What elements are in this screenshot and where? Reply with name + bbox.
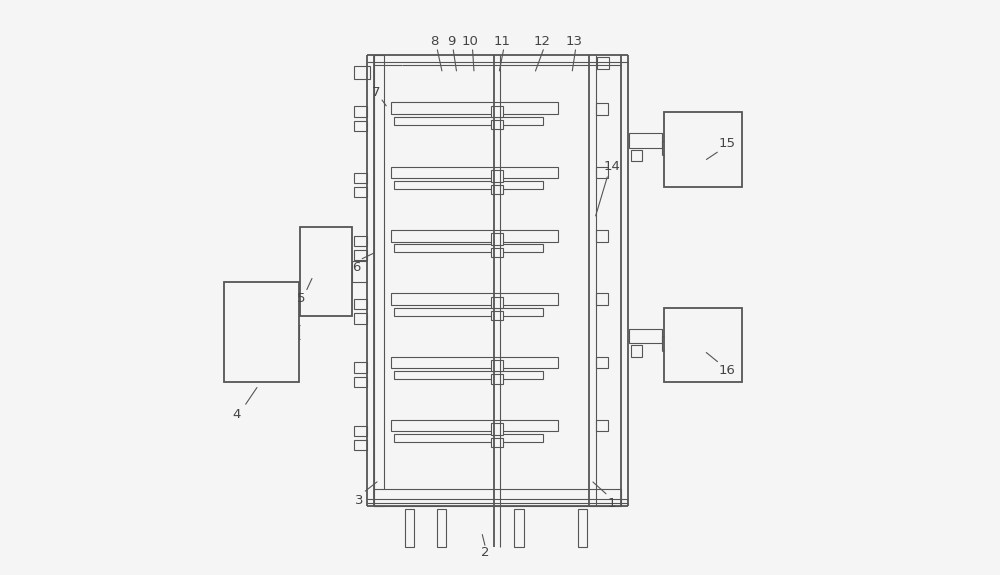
Bar: [391, 420, 558, 431]
Bar: [391, 230, 558, 241]
Bar: [631, 150, 642, 161]
Text: 15: 15: [719, 137, 736, 150]
Bar: [491, 106, 503, 117]
Bar: [394, 434, 543, 442]
Bar: [491, 170, 503, 182]
Text: 13: 13: [565, 35, 582, 48]
Bar: [394, 371, 543, 379]
Bar: [596, 104, 608, 115]
Bar: [491, 438, 503, 447]
Bar: [394, 244, 543, 252]
Bar: [491, 248, 503, 257]
Bar: [597, 58, 609, 69]
Bar: [354, 426, 367, 436]
Bar: [491, 360, 503, 371]
Text: 5: 5: [297, 293, 306, 305]
Text: 9: 9: [447, 35, 455, 48]
Bar: [354, 172, 367, 183]
Text: 8: 8: [430, 35, 438, 48]
Bar: [354, 106, 367, 117]
Text: 12: 12: [533, 35, 550, 48]
Text: 1: 1: [608, 497, 616, 509]
Text: 10: 10: [462, 35, 479, 48]
Text: 14: 14: [604, 160, 621, 173]
Bar: [514, 509, 524, 547]
Bar: [596, 420, 608, 431]
Bar: [405, 509, 414, 547]
Bar: [300, 227, 352, 316]
Bar: [224, 282, 299, 382]
Bar: [354, 236, 367, 246]
Bar: [354, 299, 367, 309]
Bar: [391, 356, 558, 368]
Bar: [491, 311, 503, 320]
Bar: [354, 362, 367, 373]
Text: 4: 4: [232, 408, 241, 420]
Bar: [354, 440, 367, 450]
Bar: [394, 308, 543, 316]
Text: 11: 11: [493, 35, 510, 48]
Text: 6: 6: [352, 261, 360, 274]
Text: 7: 7: [372, 86, 381, 98]
Text: 16: 16: [719, 365, 736, 377]
Bar: [354, 250, 367, 260]
Bar: [491, 185, 503, 194]
Bar: [578, 509, 587, 547]
Text: 2: 2: [481, 546, 490, 558]
Bar: [664, 308, 742, 382]
Bar: [631, 345, 642, 356]
Bar: [596, 230, 608, 241]
Bar: [354, 377, 367, 387]
Bar: [596, 293, 608, 305]
Bar: [354, 66, 370, 79]
Bar: [629, 329, 662, 343]
Bar: [391, 293, 558, 305]
Bar: [354, 121, 367, 131]
Text: 3: 3: [355, 494, 363, 507]
Bar: [491, 233, 503, 245]
Bar: [374, 489, 621, 506]
Bar: [491, 120, 503, 129]
Bar: [596, 356, 608, 368]
Bar: [491, 297, 503, 308]
Bar: [664, 112, 742, 187]
Bar: [374, 55, 384, 506]
Bar: [354, 313, 367, 324]
Bar: [629, 133, 662, 148]
Bar: [491, 374, 503, 384]
Bar: [491, 423, 503, 435]
Bar: [391, 102, 558, 114]
Bar: [596, 167, 608, 178]
Bar: [394, 117, 543, 125]
Bar: [354, 187, 367, 197]
Bar: [391, 167, 558, 178]
Bar: [437, 509, 446, 547]
Bar: [394, 181, 543, 189]
